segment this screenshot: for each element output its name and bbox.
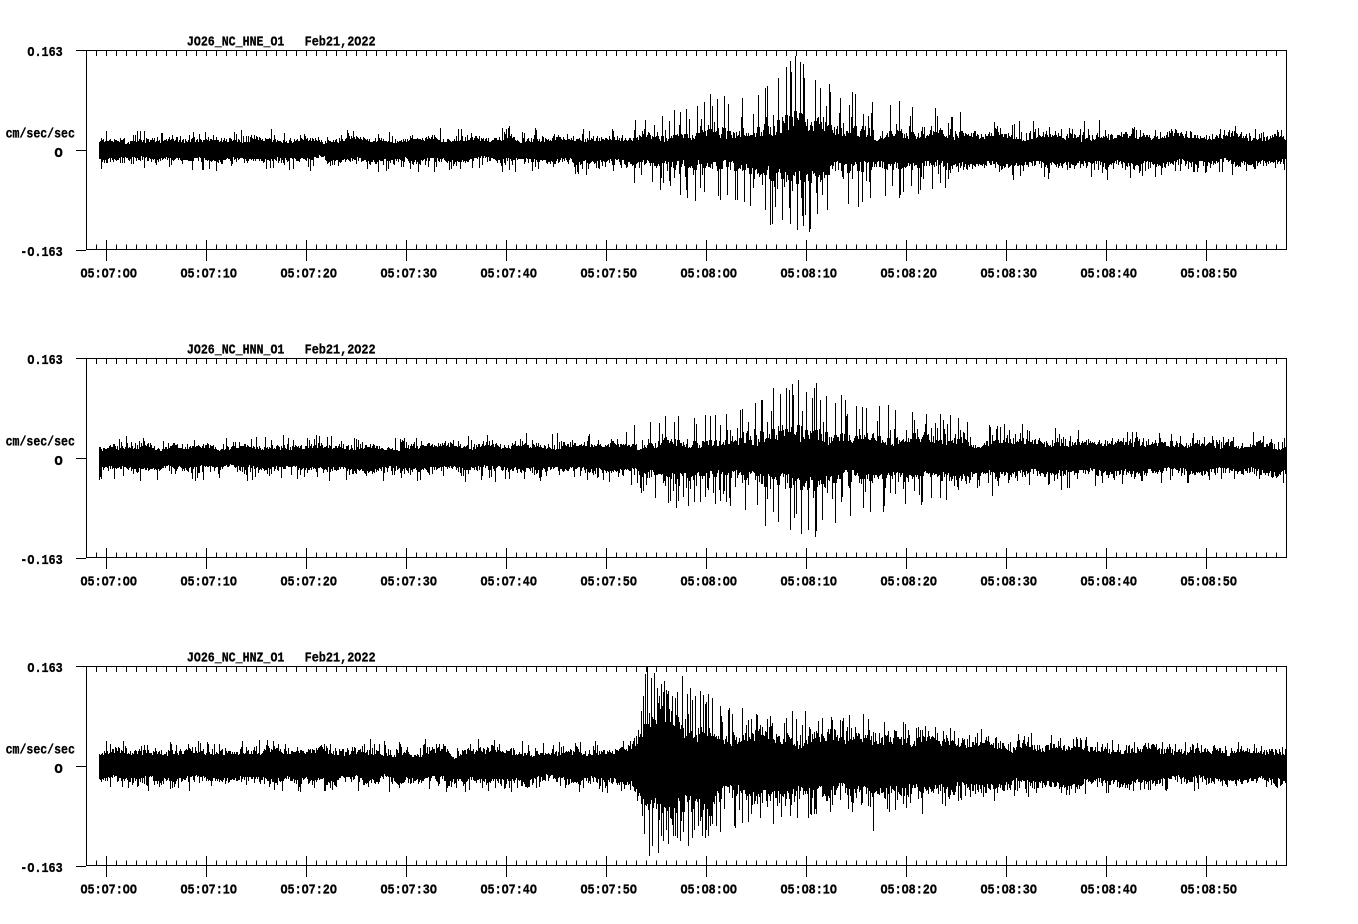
- svg-text:O5:O7:3O: O5:O7:3O: [380, 266, 437, 282]
- svg-text:O5:O8:OO: O5:O8:OO: [680, 266, 737, 282]
- svg-text:O5:O8:4O: O5:O8:4O: [1080, 266, 1137, 282]
- svg-text:O5:O7:3O: O5:O7:3O: [380, 882, 437, 898]
- svg-text:O5:O7:OO: O5:O7:OO: [80, 574, 137, 590]
- svg-text:O5:O8:3O: O5:O8:3O: [980, 882, 1037, 898]
- svg-text:O5:O7:3O: O5:O7:3O: [380, 574, 437, 590]
- svg-text:O5:O7:1O: O5:O7:1O: [180, 266, 237, 282]
- svg-text:O5:O8:5O: O5:O8:5O: [1180, 574, 1237, 590]
- svg-text:-O.163: -O.163: [20, 553, 62, 569]
- svg-text:cm/sec/sec: cm/sec/sec: [6, 742, 75, 758]
- svg-text:-O.163: -O.163: [20, 861, 62, 877]
- svg-text:O5:O8:OO: O5:O8:OO: [680, 574, 737, 590]
- svg-text:O5:O8:2O: O5:O8:2O: [880, 574, 937, 590]
- svg-text:O: O: [54, 454, 62, 470]
- svg-text:JO26_NC_HNN_O1: JO26_NC_HNN_O1: [187, 342, 285, 358]
- svg-text:O5:O7:4O: O5:O7:4O: [480, 266, 537, 282]
- svg-text:O5:O7:5O: O5:O7:5O: [580, 882, 637, 898]
- svg-text:O5:O8:5O: O5:O8:5O: [1180, 882, 1237, 898]
- svg-text:O.163: O.163: [27, 353, 62, 369]
- svg-text:O: O: [54, 762, 62, 778]
- svg-text:O5:O7:5O: O5:O7:5O: [580, 574, 637, 590]
- svg-text:O5:O8:4O: O5:O8:4O: [1080, 882, 1137, 898]
- svg-text:cm/sec/sec: cm/sec/sec: [6, 126, 75, 142]
- svg-text:O5:O7:2O: O5:O7:2O: [280, 266, 337, 282]
- svg-text:Feb21,2O22: Feb21,2O22: [305, 34, 376, 50]
- svg-text:O5:O7:OO: O5:O7:OO: [80, 266, 137, 282]
- svg-text:O5:O8:1O: O5:O8:1O: [780, 266, 837, 282]
- svg-text:O5:O8:1O: O5:O8:1O: [780, 574, 837, 590]
- svg-text:O.163: O.163: [27, 45, 62, 61]
- svg-text:O5:O8:4O: O5:O8:4O: [1080, 574, 1137, 590]
- svg-text:O5:O7:2O: O5:O7:2O: [280, 882, 337, 898]
- svg-text:O5:O7:1O: O5:O7:1O: [180, 574, 237, 590]
- svg-text:Feb21,2O22: Feb21,2O22: [305, 650, 376, 666]
- svg-text:Feb21,2O22: Feb21,2O22: [305, 342, 376, 358]
- svg-text:O5:O7:5O: O5:O7:5O: [580, 266, 637, 282]
- svg-text:O5:O7:4O: O5:O7:4O: [480, 574, 537, 590]
- svg-text:O5:O7:4O: O5:O7:4O: [480, 882, 537, 898]
- svg-text:O.163: O.163: [27, 661, 62, 677]
- svg-text:cm/sec/sec: cm/sec/sec: [6, 434, 75, 450]
- svg-text:JO26_NC_HNE_O1: JO26_NC_HNE_O1: [187, 34, 285, 50]
- svg-text:O: O: [54, 146, 62, 162]
- svg-text:O5:O8:OO: O5:O8:OO: [680, 882, 737, 898]
- svg-text:O5:O8:3O: O5:O8:3O: [980, 266, 1037, 282]
- svg-text:JO26_NC_HNZ_O1: JO26_NC_HNZ_O1: [187, 650, 285, 666]
- svg-text:O5:O8:5O: O5:O8:5O: [1180, 266, 1237, 282]
- svg-text:O5:O8:1O: O5:O8:1O: [780, 882, 837, 898]
- svg-text:-O.163: -O.163: [20, 245, 62, 261]
- svg-text:O5:O7:OO: O5:O7:OO: [80, 882, 137, 898]
- svg-text:O5:O8:2O: O5:O8:2O: [880, 882, 937, 898]
- svg-text:O5:O7:1O: O5:O7:1O: [180, 882, 237, 898]
- svg-text:O5:O8:2O: O5:O8:2O: [880, 266, 937, 282]
- svg-text:O5:O7:2O: O5:O7:2O: [280, 574, 337, 590]
- svg-text:O5:O8:3O: O5:O8:3O: [980, 574, 1037, 590]
